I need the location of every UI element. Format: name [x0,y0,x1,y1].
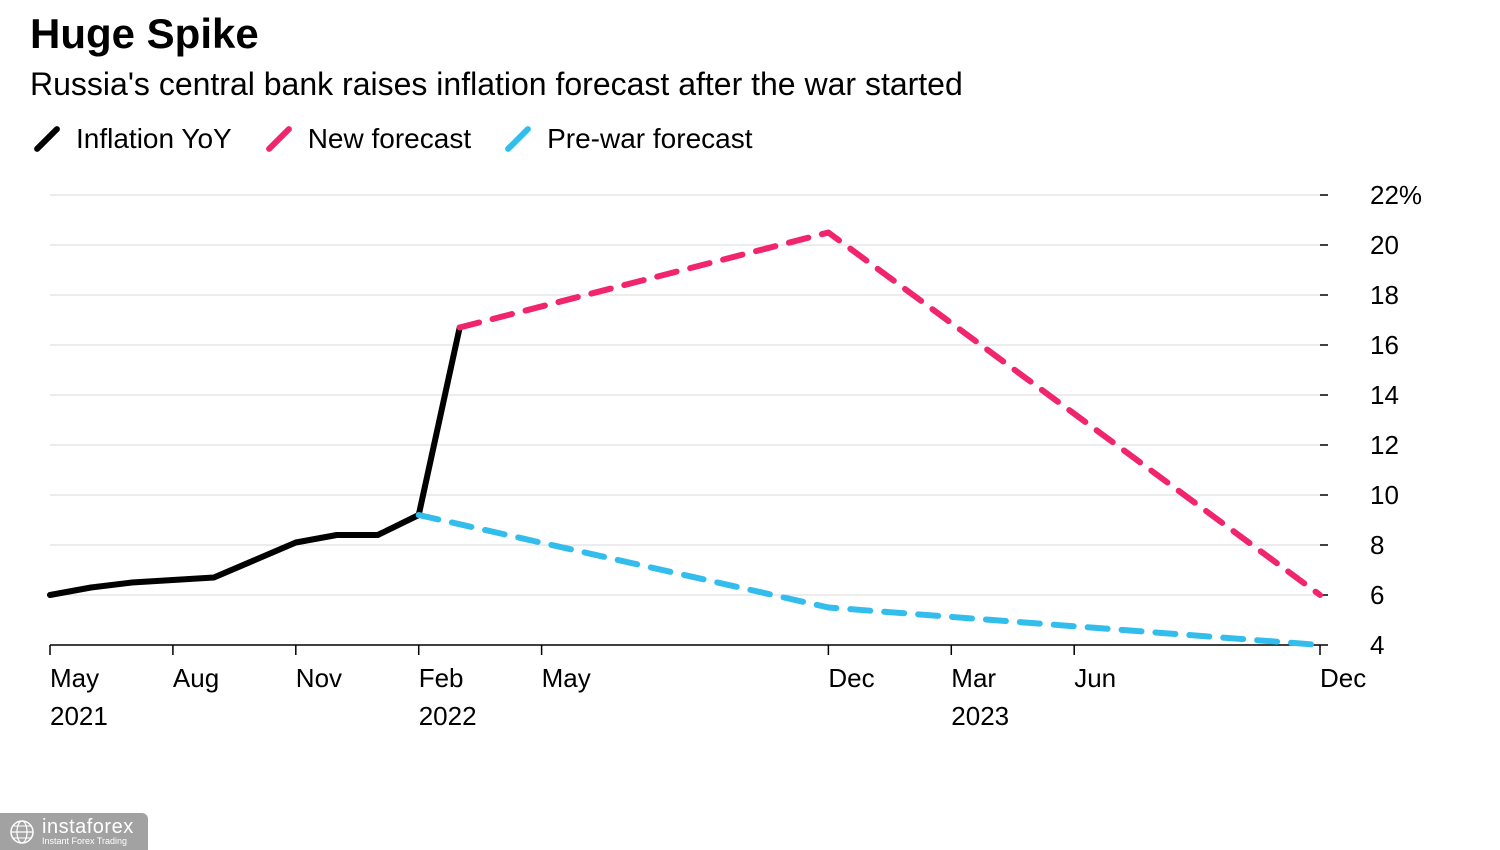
legend-label: Inflation YoY [76,123,232,155]
svg-text:2023: 2023 [951,701,1009,731]
legend-swatch [33,125,61,153]
watermark: instaforex Instant Forex Trading [0,813,148,850]
globe-icon [8,818,36,846]
legend-label: New forecast [308,123,471,155]
svg-text:Feb: Feb [419,663,464,693]
svg-text:Dec: Dec [828,663,874,693]
watermark-tagline: Instant Forex Trading [42,837,134,846]
legend-swatch [265,125,293,153]
legend-label: Pre-war forecast [547,123,752,155]
svg-text:18: 18 [1370,280,1399,310]
svg-text:Nov: Nov [296,663,342,693]
svg-text:May: May [542,663,591,693]
legend-item-prewar: Pre-war forecast [501,123,752,155]
svg-text:20: 20 [1370,230,1399,260]
svg-text:16: 16 [1370,330,1399,360]
svg-text:6: 6 [1370,580,1384,610]
legend-item-newforecast: New forecast [262,123,471,155]
svg-text:22%: 22% [1370,180,1422,210]
svg-text:14: 14 [1370,380,1399,410]
svg-text:12: 12 [1370,430,1399,460]
legend-item-inflation: Inflation YoY [30,123,232,155]
svg-text:4: 4 [1370,630,1384,660]
svg-text:Aug: Aug [173,663,219,693]
svg-text:10: 10 [1370,480,1399,510]
chart-subtitle: Russia's central bank raises inflation f… [30,66,1470,103]
svg-text:2021: 2021 [50,701,108,731]
chart-area: 4 6 8 10 12 14 16 18 20 22% May Aug Nov Feb May Dec Mar J… [30,175,1470,765]
legend-swatch [504,125,532,153]
legend: Inflation YoY New forecast Pre-war forec… [30,123,1470,155]
svg-text:May: May [50,663,99,693]
svg-text:Jun: Jun [1074,663,1116,693]
svg-text:Dec: Dec [1320,663,1366,693]
svg-text:Mar: Mar [951,663,996,693]
watermark-brand: instaforex Instant Forex Trading [42,817,134,846]
chart-svg: 4 6 8 10 12 14 16 18 20 22% May Aug Nov Feb May Dec Mar J… [30,175,1470,765]
svg-text:2022: 2022 [419,701,477,731]
watermark-brand-name: instaforex [42,817,134,837]
chart-title: Huge Spike [30,10,1470,58]
svg-text:8: 8 [1370,530,1384,560]
